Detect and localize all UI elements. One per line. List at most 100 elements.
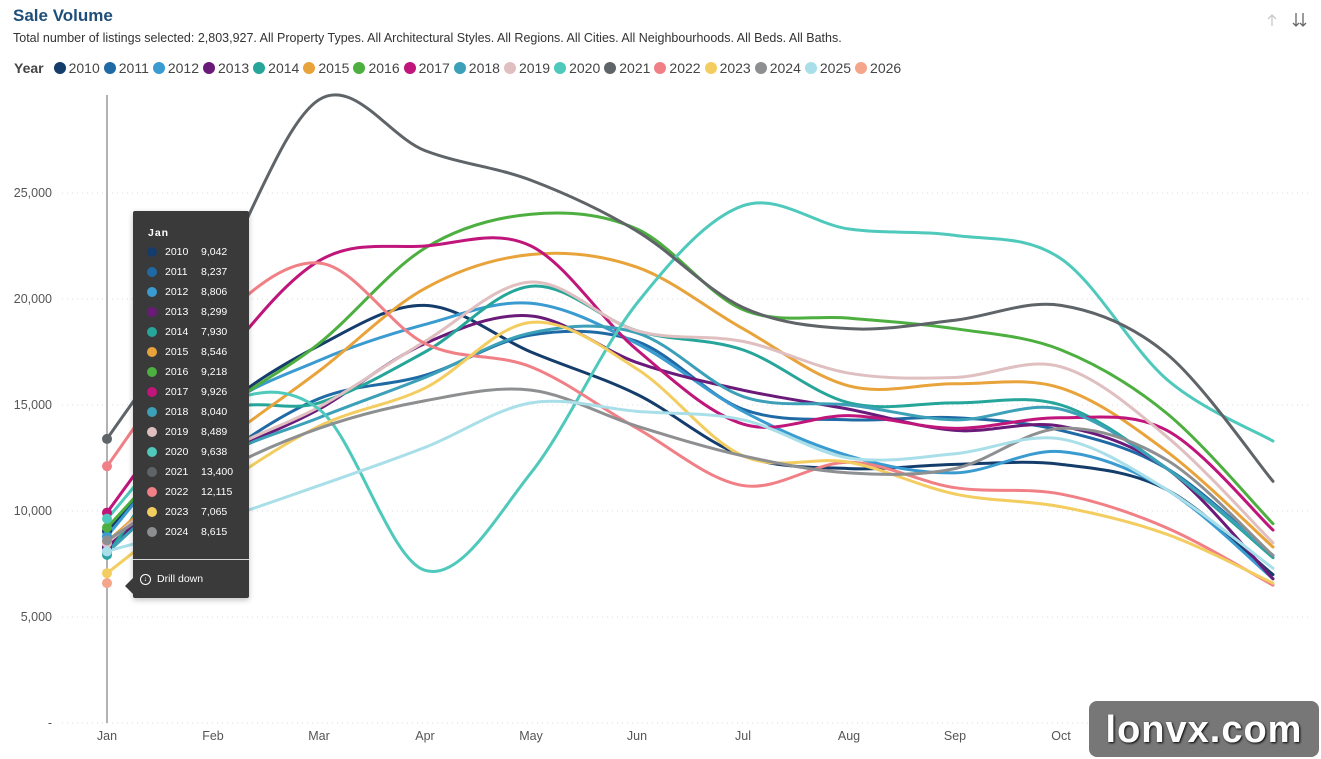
tooltip-row: 2018 8,040: [147, 402, 241, 422]
legend-dot: [855, 62, 868, 74]
tooltip-year: 2022: [165, 486, 189, 498]
x-axis-labels: Jan Feb Mar Apr May Jun Jul Aug Sep Oct: [97, 729, 1071, 743]
legend-label: 2014: [268, 60, 300, 76]
series-line-2017: [105, 236, 1275, 532]
tooltip-row: 2010 9,042: [147, 242, 241, 262]
tooltip-year: 2017: [165, 386, 189, 398]
tooltip-dot: [147, 507, 157, 517]
tooltip-row: 2011 8,237: [147, 262, 241, 282]
tooltip-year: 2021: [165, 466, 189, 478]
x-tick-label: Jun: [627, 729, 647, 743]
y-tick-label: -: [48, 716, 52, 730]
tooltip-value: 8,040: [201, 406, 228, 418]
tooltip-row: 2016 9,218: [147, 362, 241, 382]
tooltip-value: 9,638: [201, 446, 228, 458]
legend-dot: [554, 62, 567, 74]
legend-item-2023[interactable]: 2023: [704, 60, 751, 76]
tooltip-dot: [147, 327, 157, 337]
tooltip-year: 2015: [165, 346, 189, 358]
drill-up-button[interactable]: [1261, 9, 1283, 31]
tooltip-row: 2013 8,299: [147, 302, 241, 322]
legend-dot: [203, 62, 216, 74]
point-2023-jan: [102, 568, 112, 579]
tooltip-row: 2024 8,615: [147, 522, 241, 542]
x-tick-label: Aug: [838, 729, 860, 743]
legend-item-2017[interactable]: 2017: [403, 60, 450, 76]
tooltip-year: 2024: [165, 526, 189, 538]
tooltip-year: 2013: [165, 306, 189, 318]
legend-label: 2010: [68, 60, 100, 76]
legend-label: 2024: [769, 60, 801, 76]
legend-item-2024[interactable]: 2024: [754, 60, 801, 76]
legend-label: 2018: [468, 60, 500, 76]
drill-down-button[interactable]: ↓ Drill down: [140, 573, 203, 585]
legend-dot: [253, 62, 266, 74]
chart-subtitle: Total number of listings selected: 2,803…: [13, 31, 842, 45]
point-2026-jan: [102, 578, 112, 589]
legend-dot: [503, 62, 516, 74]
tooltip-row: 2012 8,806: [147, 282, 241, 302]
legend-item-2016[interactable]: 2016: [353, 60, 400, 76]
legend-label: 2025: [819, 60, 852, 76]
series-lines: [105, 93, 1275, 587]
expand-next-level-button[interactable]: [1289, 9, 1311, 31]
legend-item-2020[interactable]: 2020: [554, 60, 600, 76]
legend-item-2012[interactable]: 2012: [152, 60, 200, 76]
tooltip-dot: [147, 247, 157, 257]
tooltip-year: 2018: [165, 406, 189, 418]
legend-label: 2015: [318, 60, 350, 76]
legend-label: 2012: [167, 60, 200, 76]
tooltip-dot: [147, 367, 157, 377]
series-line-2018: [105, 324, 1275, 558]
legend-label: 2022: [669, 60, 701, 76]
x-tick-label: Feb: [202, 729, 224, 743]
legend-item-2014[interactable]: 2014: [253, 60, 299, 76]
tooltip-year: 2023: [165, 506, 189, 518]
drill-down-label: Drill down: [157, 573, 204, 585]
legend-item-2011[interactable]: 2011: [103, 60, 149, 76]
legend-label: 2023: [719, 60, 751, 76]
legend-item-2021[interactable]: 2021: [604, 60, 650, 76]
watermark: lonvx.com: [1089, 701, 1319, 757]
point-2020-jan: [102, 513, 112, 524]
legend-item-2015[interactable]: 2015: [303, 60, 349, 76]
legend-item-2026[interactable]: 2026: [855, 60, 901, 76]
legend-dot: [303, 62, 316, 74]
y-tick-label: 25,000: [14, 186, 52, 200]
legend-dot: [654, 62, 667, 74]
tooltip-row: 2022 12,115: [147, 482, 241, 502]
point-2016-jan: [102, 522, 112, 533]
tooltip-year: 2014: [165, 326, 189, 338]
legend-label: 2016: [368, 60, 400, 76]
tooltip-value: 7,065: [201, 506, 228, 518]
legend-label: 2019: [518, 60, 551, 76]
tooltip-rows: 2010 9,042 2011 8,237 2012 8,806 2013 8,299 2014…: [147, 242, 241, 542]
legend-item-2025[interactable]: 2025: [804, 60, 852, 76]
tooltip-row: 2021 13,400: [147, 462, 241, 482]
tooltip-value: 12,115: [201, 486, 233, 498]
tooltip-divider: [133, 559, 249, 560]
tooltip-dot: [147, 467, 157, 477]
tooltip-row: 2020 9,638: [147, 442, 241, 462]
tooltip-row: 2019 8,489: [147, 422, 241, 442]
legend-item-2010[interactable]: 2010: [53, 60, 100, 76]
x-tick-label: Apr: [415, 729, 434, 743]
legend-item-2022[interactable]: 2022: [654, 60, 701, 76]
legend-item-2018[interactable]: 2018: [453, 60, 500, 76]
series-line-2019: [105, 280, 1275, 545]
tooltip-value: 7,930: [201, 326, 228, 338]
y-axis-labels: - 5,000 10,000 15,000 20,000 25,000: [14, 186, 52, 730]
series-line-2021: [105, 93, 1275, 483]
tooltip-row: 2023 7,065: [147, 502, 241, 522]
legend-dot: [604, 62, 617, 74]
tooltip-value: 8,546: [201, 346, 228, 358]
series-line-2023: [105, 320, 1275, 585]
legend-item-2013[interactable]: 2013: [203, 60, 249, 76]
tooltip-dot: [147, 347, 157, 357]
legend-label: 2020: [569, 60, 601, 76]
tooltip-value: 9,042: [201, 246, 228, 258]
tooltip-year: 2012: [165, 286, 189, 298]
series-line-2024: [105, 387, 1275, 558]
series-line-2015: [105, 251, 1275, 549]
legend-item-2019[interactable]: 2019: [503, 60, 551, 76]
